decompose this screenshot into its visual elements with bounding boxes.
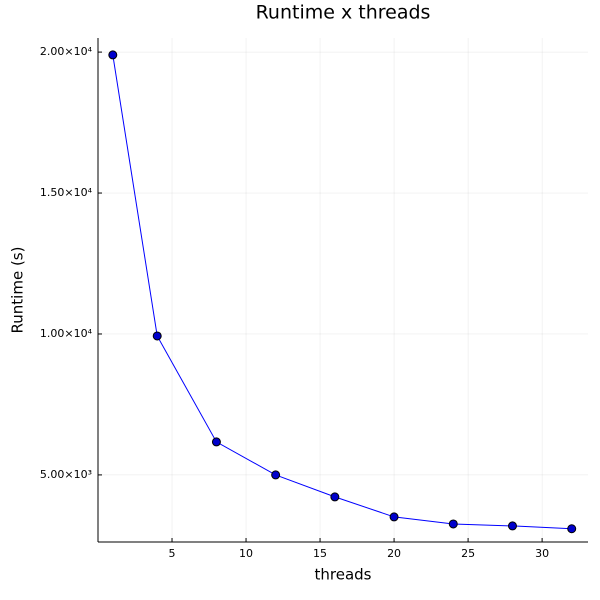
- y-tick-label: 2.00×10⁴: [40, 45, 93, 58]
- x-tick-label: 15: [313, 547, 327, 560]
- data-line: [112, 54, 572, 530]
- data-point: [508, 521, 518, 531]
- y-tick-label: 1.50×10⁴: [40, 186, 93, 199]
- x-tick-label: 25: [461, 547, 475, 560]
- data-point: [108, 50, 118, 60]
- x-tick-label: 20: [387, 547, 401, 560]
- data-point: [211, 437, 221, 447]
- data-point: [330, 492, 340, 502]
- x-tick-label: 30: [535, 547, 549, 560]
- data-point: [389, 512, 399, 522]
- x-tick-label: 5: [169, 547, 176, 560]
- chart-title: Runtime x threads: [256, 2, 431, 24]
- y-axis-label: Runtime (s): [9, 247, 27, 334]
- data-point: [271, 470, 281, 480]
- data-point: [448, 519, 458, 529]
- data-point: [567, 524, 577, 534]
- x-tick-label: 10: [239, 547, 253, 560]
- data-point: [152, 331, 162, 341]
- y-tick-label: 5.00×10³: [40, 468, 92, 481]
- x-axis-label: threads: [315, 566, 372, 584]
- y-tick-label: 1.00×10⁴: [40, 327, 93, 340]
